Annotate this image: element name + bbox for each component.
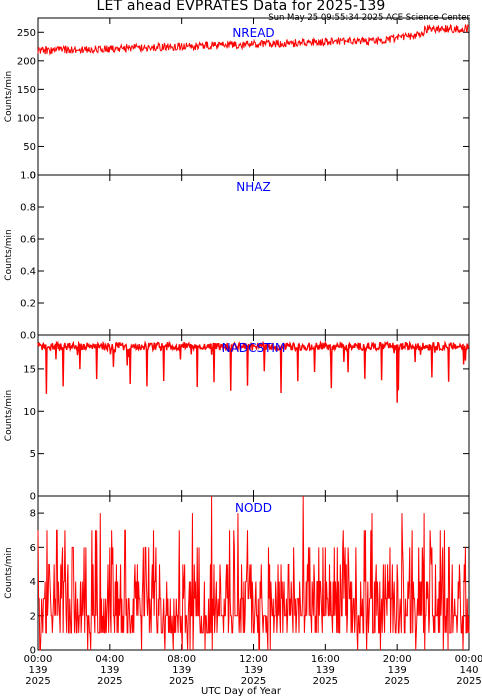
y-tick-label: 250 [17,28,36,39]
x-tick-label: 2025 [241,676,266,687]
y-tick-label: 5 [30,449,36,460]
x-tick-label: 04:00 [95,654,124,665]
x-tick-label: 08:00 [167,654,196,665]
y-tick-label: 100 [17,113,36,124]
y-tick-label: 0.8 [20,203,36,214]
x-tick-label: 139 [316,665,335,676]
x-tick-label: 2025 [313,676,338,687]
y-tick-label: 8 [30,509,36,520]
y-tick-label: 0 [30,646,36,657]
y-tick-label: 0 [30,171,36,182]
y-tick-label: 0.6 [20,235,36,246]
series-name-label: NODD [235,501,272,515]
x-tick-label: 139 [244,665,263,676]
x-tick-label: 139 [388,665,407,676]
x-tick-label: 16:00 [311,654,340,665]
series-name-label: NREAD [232,26,274,40]
y-axis-label: Counts/min [4,229,14,280]
y-tick-label: 15 [23,364,36,375]
y-tick-label: 1.0 [20,171,36,182]
x-tick-label: 20:00 [383,654,412,665]
x-tick-label: 2025 [25,676,50,687]
series-name-label: NHAZ [236,180,270,194]
y-tick-label: 0.4 [20,267,36,278]
x-tick-label: 139 [28,665,47,676]
y-tick-label: 150 [17,85,36,96]
x-tick-label: 2025 [169,676,194,687]
x-tick-label: 00:00 [24,654,53,665]
x-tick-label: 12:00 [239,654,268,665]
y-tick-label: 4 [30,577,36,588]
x-tick-label: 139 [100,665,119,676]
y-tick-label: 0.0 [20,331,36,342]
series-line-nadcstim [37,340,470,403]
y-axis-label: Counts/min [4,390,14,441]
x-tick-label: 2025 [456,676,481,687]
panel-nread: 0 50 100 150 200 250 Counts/min NREAD [4,17,470,182]
panel-nodd: 0 2 4 6 8 Counts/min NODD [4,495,470,657]
y-tick-label: 2 [30,611,36,622]
y-tick-label: 10 [23,407,36,418]
x-tick-label: 140 [459,665,478,676]
x-tick-label: 00:00 [455,654,482,665]
y-axis-label: Counts/min [4,547,14,598]
x-axis-labels: 00:00139202504:00139202508:00139202512:0… [24,654,482,687]
panel-nhaz: 0.0 0.2 0.4 0.6 0.8 1.0 Counts/min NHAZ [4,171,470,342]
x-tick-label: 2025 [97,676,122,687]
series-line-nread [37,23,470,56]
y-tick-label: 200 [17,56,36,67]
y-tick-label: 6 [30,543,36,554]
y-tick-label: 0.2 [20,299,36,310]
x-tick-label: 2025 [384,676,409,687]
panel-frame [37,174,470,336]
chart-title: LET ahead EVPRATES Data for 2025-139 [96,0,386,14]
x-tick-label: 139 [172,665,191,676]
series-name-label: NADCSTIM [222,341,286,355]
panel-frame [37,334,470,497]
panel-nadcstim: 0 5 10 15 Counts/min NADCSTIM [4,334,470,503]
y-axis-label: Counts/min [4,71,14,122]
series-line-nodd [37,495,470,651]
x-axis-title: UTC Day of Year [201,686,281,697]
y-tick-label: 0 [30,492,36,503]
y-tick-label: 50 [23,142,36,153]
